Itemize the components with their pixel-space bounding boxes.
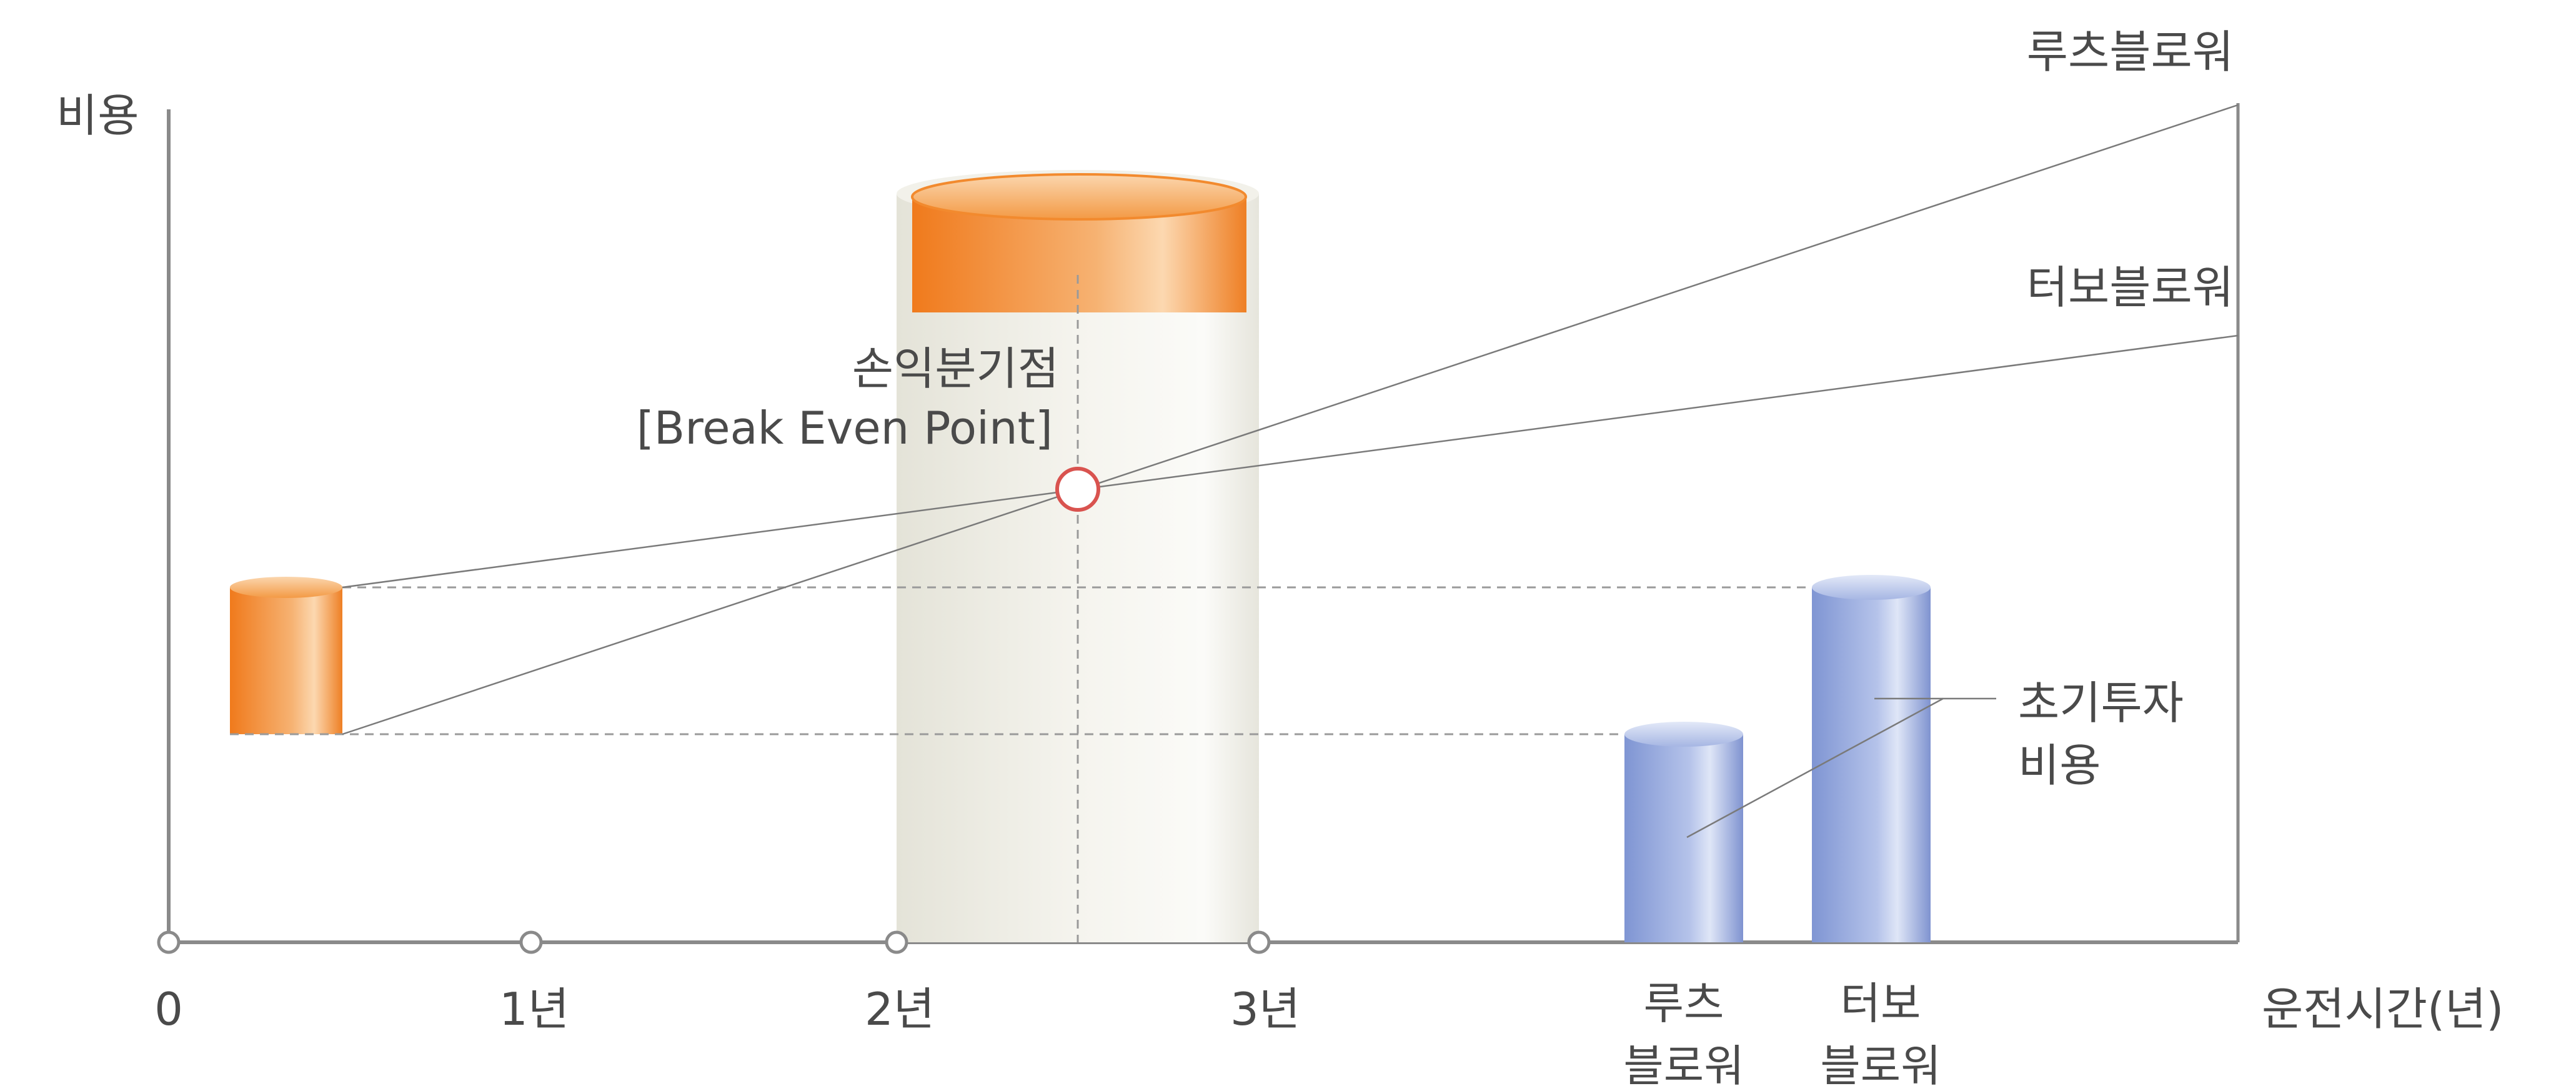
- cost-difference-cylinder: [911, 173, 1247, 312]
- initial-cost-label-line1: 초기투자: [2018, 677, 2184, 729]
- roots-line-label: 루츠블로워: [2027, 26, 2234, 78]
- x-tick-label-3: 3년: [1230, 983, 1300, 1035]
- roots-bar-label-line2: 블로워: [1623, 1040, 1744, 1091]
- roots-blower-cost-line: [342, 104, 2239, 735]
- break-even-point-marker: [1055, 467, 1100, 512]
- x-axis-label: 운전시간(년): [2262, 983, 2504, 1035]
- turbo-blower-bar: [1812, 575, 1931, 942]
- tick-marker-2: [885, 930, 908, 954]
- turbo-bar-label-line1: 터보: [1841, 978, 1921, 1029]
- roots-blower-bar: [1624, 722, 1743, 942]
- tick-marker-1: [519, 930, 543, 954]
- initial-cost-label-line2: 비용: [2018, 739, 2101, 792]
- turbo-blower-cost-line: [342, 334, 2239, 589]
- break-even-label-en: [Break Even Point]: [637, 402, 1053, 454]
- tick-marker-0: [157, 930, 181, 954]
- y-axis-label: 비용: [56, 89, 139, 142]
- turbo-bar-label-line2: 블로워: [1820, 1040, 1941, 1091]
- roots-bar-label-line1: 루츠: [1644, 978, 1724, 1029]
- x-tick-label-1: 1년: [499, 983, 569, 1035]
- x-tick-label-0: 0: [154, 983, 183, 1035]
- turbo-line-label: 터보블로워: [2027, 261, 2234, 314]
- initial-cost-difference-cylinder: [230, 577, 342, 734]
- break-even-label-ko: 손익분기점: [852, 342, 1059, 395]
- tick-marker-3: [1247, 930, 1271, 954]
- x-tick-label-2: 2년: [865, 983, 935, 1035]
